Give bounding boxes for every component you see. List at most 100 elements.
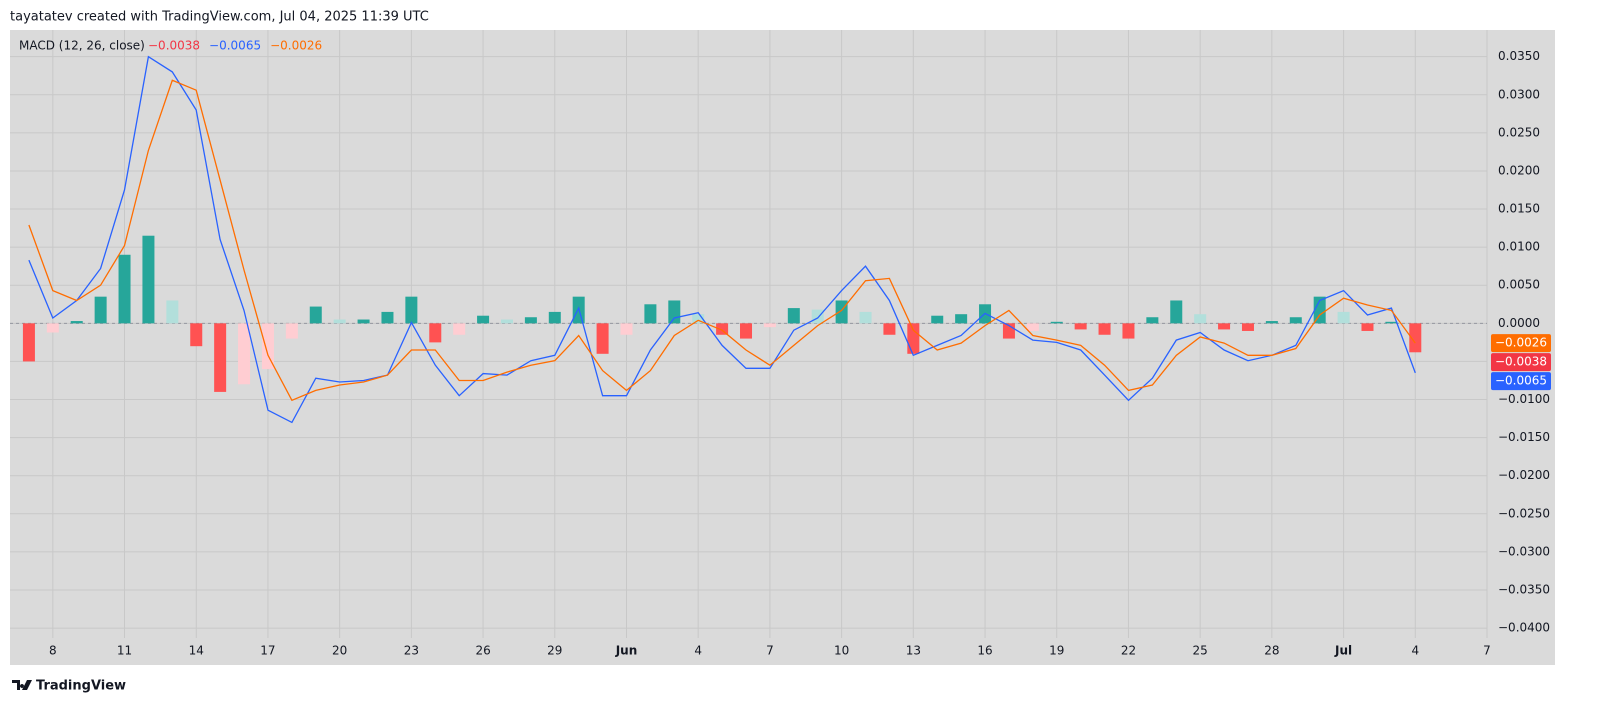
y-tick-label: 0.0250	[1498, 125, 1540, 139]
histogram-bar	[214, 323, 227, 392]
histogram-bar	[763, 323, 776, 328]
line-series	[28, 55, 1416, 424]
histogram-bar	[166, 300, 179, 324]
histogram-bar	[835, 300, 848, 324]
histogram-bar	[548, 311, 561, 324]
histogram-bar	[261, 323, 274, 370]
histogram-bar	[46, 323, 59, 333]
histogram-bar	[333, 319, 346, 324]
footer-text: TradingView	[36, 679, 126, 694]
logo-mark	[12, 680, 32, 690]
legend-value: −0.0026	[270, 39, 322, 53]
histogram-bar	[1122, 323, 1135, 339]
histogram-bar	[500, 319, 513, 324]
x-tick-label: 14	[189, 644, 204, 658]
x-tick-label: 23	[404, 644, 419, 658]
histogram-bar	[1170, 300, 1183, 324]
histogram-bar	[190, 323, 203, 347]
x-tick-label: 8	[49, 644, 57, 658]
histogram-bar	[429, 323, 442, 343]
histogram-bar	[1409, 323, 1422, 353]
histogram-bar	[883, 323, 896, 335]
histogram-bar	[1146, 317, 1159, 324]
histogram-bar	[524, 317, 537, 324]
histogram-bar	[1026, 323, 1039, 331]
tv-logo	[12, 680, 32, 690]
x-tick-label: 19	[1049, 644, 1064, 658]
histogram-bar	[94, 296, 107, 324]
histogram-bar	[620, 323, 633, 335]
histogram-bar	[381, 311, 394, 324]
y-tick-label: 0.0050	[1498, 278, 1540, 292]
y-tick-label: −0.0400	[1498, 621, 1550, 635]
histogram-bar	[1289, 317, 1302, 324]
histogram-bar	[740, 323, 753, 339]
y-tick-label: 0.0300	[1498, 87, 1540, 101]
x-tick-label: 28	[1264, 644, 1279, 658]
histogram-bar	[1361, 323, 1374, 331]
x-tick-label: Jul	[1334, 644, 1352, 658]
y-tick-label: 0.0100	[1498, 240, 1540, 254]
histogram-bar	[1241, 323, 1254, 331]
histogram-bar	[142, 235, 155, 324]
x-tick-label: Jun	[615, 644, 638, 658]
histogram-bar	[22, 323, 35, 362]
x-tick-label: 17	[260, 644, 275, 658]
x-tick-label: 29	[547, 644, 562, 658]
histogram-bar	[644, 304, 657, 324]
y-tick-label: −0.0100	[1498, 392, 1550, 406]
histogram-bar	[453, 323, 466, 335]
histogram-bar	[907, 323, 920, 354]
histogram-bar	[1313, 296, 1326, 324]
line-series	[28, 79, 1416, 402]
histogram-bar	[716, 323, 729, 335]
legend-value: −0.0065	[209, 39, 261, 53]
histogram-bar	[1194, 314, 1207, 324]
x-tick-label: 22	[1121, 644, 1136, 658]
y-tick-label: −0.0250	[1498, 506, 1550, 520]
y-tick-label: −0.0350	[1498, 583, 1550, 597]
y-tick-label: 0.0200	[1498, 163, 1540, 177]
histogram-bar	[1265, 321, 1278, 324]
price-badge-label: −0.0065	[1495, 374, 1547, 388]
histogram-bar	[931, 315, 944, 324]
x-tick-label: 7	[766, 644, 774, 658]
y-tick-label: 0.0350	[1498, 49, 1540, 63]
histogram-bar	[1337, 311, 1350, 324]
header-text: tayatatev created with TradingView.com, …	[10, 10, 429, 25]
histogram-bar	[1385, 321, 1398, 324]
x-tick-label: 25	[1193, 644, 1208, 658]
histogram-bar	[787, 308, 800, 324]
x-tick-label: 20	[332, 644, 347, 658]
legend-title: MACD (12, 26, close)	[19, 39, 145, 53]
histogram-bar	[596, 323, 609, 354]
price-badge	[1491, 334, 1551, 353]
histogram-bar	[859, 311, 872, 324]
histogram-bar	[118, 254, 131, 324]
x-tick-label: 10	[834, 644, 849, 658]
y-tick-label: −0.0200	[1498, 468, 1550, 482]
histogram-bar	[357, 319, 370, 324]
histogram-bar	[285, 323, 298, 339]
price-badge-label: −0.0026	[1495, 336, 1547, 350]
x-tick-label: 4	[1411, 644, 1419, 658]
histogram-bar	[1050, 321, 1063, 324]
price-badge	[1491, 353, 1551, 372]
histogram-bar	[811, 309, 824, 324]
price-badge-label: −0.0038	[1495, 355, 1547, 369]
histogram-bar	[668, 300, 681, 324]
histogram-bar	[1098, 323, 1111, 335]
x-tick-label: 26	[475, 644, 490, 658]
histogram-bar	[405, 296, 418, 324]
x-tick-label: 4	[694, 644, 702, 658]
histogram-bar	[477, 315, 490, 324]
histogram-bar	[309, 306, 322, 324]
x-tick-label: 13	[906, 644, 921, 658]
histogram-bar	[692, 314, 705, 324]
histogram-bar	[955, 314, 968, 324]
x-tick-label: 16	[977, 644, 992, 658]
histogram	[22, 235, 1422, 392]
x-tick-label: 7	[1483, 644, 1491, 658]
